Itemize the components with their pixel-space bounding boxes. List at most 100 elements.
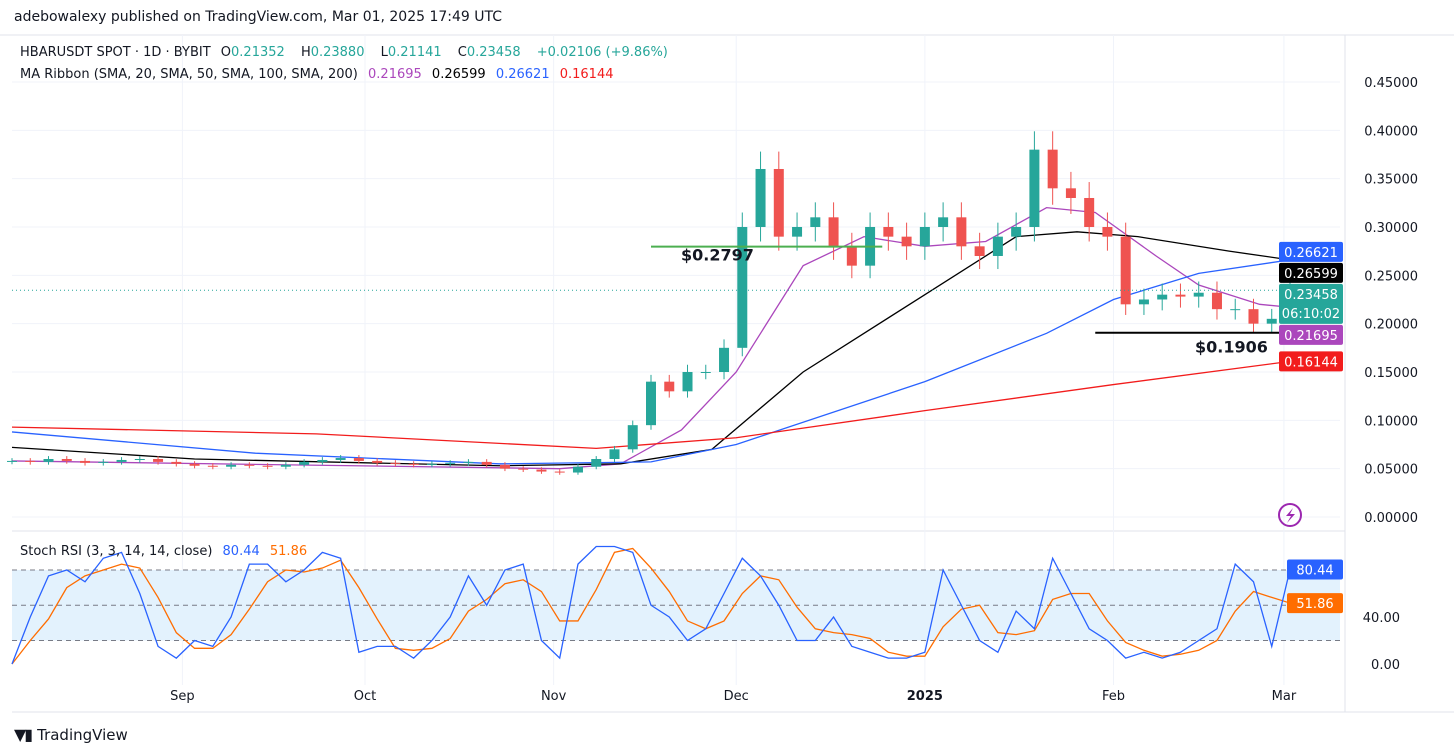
candle bbox=[554, 469, 565, 475]
candle-body bbox=[335, 458, 346, 460]
candle-body bbox=[572, 466, 583, 473]
lightning-icon bbox=[1278, 503, 1302, 527]
candle bbox=[1065, 171, 1076, 214]
price-tag-value: 0.23458 bbox=[1284, 288, 1338, 303]
candle-body bbox=[1084, 197, 1095, 227]
time-tick-label: Oct bbox=[354, 689, 376, 704]
candle-body bbox=[43, 458, 54, 462]
candle bbox=[1084, 182, 1095, 242]
price-tag bbox=[1279, 283, 1343, 324]
low-value: 0.21141 bbox=[387, 45, 442, 60]
price-tag bbox=[1279, 241, 1343, 262]
candle bbox=[646, 374, 656, 430]
price-tick-label: 0.30000 bbox=[1364, 221, 1418, 236]
candle-body bbox=[1266, 318, 1277, 324]
candle bbox=[591, 456, 602, 470]
candle bbox=[299, 459, 310, 468]
candle-body bbox=[919, 226, 930, 247]
time-tick-label: Mar bbox=[1272, 689, 1297, 704]
candle-body bbox=[828, 217, 839, 247]
candle-body bbox=[901, 236, 912, 247]
candle bbox=[61, 456, 72, 464]
candle bbox=[372, 458, 383, 466]
candle-body bbox=[992, 236, 1003, 256]
candle bbox=[116, 457, 127, 465]
stoch-band bbox=[12, 570, 1340, 641]
candle-body bbox=[1011, 226, 1022, 237]
candle-body bbox=[317, 459, 328, 462]
candle bbox=[189, 461, 200, 469]
candle-body bbox=[426, 463, 437, 465]
candle bbox=[1248, 298, 1259, 334]
candle-body bbox=[7, 460, 17, 462]
candle bbox=[262, 463, 273, 470]
candle bbox=[883, 212, 894, 251]
candle-body bbox=[207, 465, 218, 467]
candle-body bbox=[664, 381, 675, 392]
ma-ribbon-title[interactable]: MA Ribbon (SMA, 20, SMA, 50, SMA, 100, S… bbox=[20, 67, 358, 82]
candle bbox=[1029, 131, 1040, 242]
candle bbox=[682, 364, 693, 398]
candle bbox=[664, 374, 675, 398]
rsi-value-tag-label: 51.86 bbox=[1296, 597, 1333, 612]
candle-body bbox=[280, 464, 291, 467]
stoch-d-value: 51.86 bbox=[269, 544, 308, 559]
open-value: 0.21352 bbox=[231, 45, 285, 60]
rsi-tick-label: 40.00 bbox=[1363, 611, 1400, 626]
candle bbox=[1102, 212, 1113, 251]
candle bbox=[134, 456, 145, 463]
candle-body bbox=[1120, 236, 1131, 305]
tradingview-brand: ▼▮ TradingView bbox=[14, 725, 128, 744]
candle-body bbox=[1230, 309, 1241, 311]
candle bbox=[226, 462, 237, 470]
candle bbox=[755, 151, 766, 242]
candle bbox=[938, 202, 949, 242]
candle-body bbox=[938, 217, 949, 227]
time-tick-label: Dec bbox=[724, 689, 749, 704]
candle bbox=[865, 212, 876, 279]
candle-body bbox=[1211, 292, 1222, 310]
candle-body bbox=[25, 460, 36, 462]
high-label: H bbox=[300, 45, 311, 60]
candle bbox=[1211, 281, 1222, 320]
candle bbox=[737, 212, 748, 357]
candle-body bbox=[1138, 299, 1149, 305]
candle-body bbox=[956, 217, 967, 247]
candle-body bbox=[719, 347, 730, 372]
candle-body bbox=[1065, 188, 1076, 198]
symbol-title[interactable]: HBARUSDT SPOT · 1D · BYBIT bbox=[20, 45, 211, 60]
candle-body bbox=[226, 464, 237, 467]
candle-body bbox=[554, 471, 565, 473]
ma-line-sma50 bbox=[11, 231, 1291, 467]
candle bbox=[1157, 283, 1168, 311]
price-tick-label: 0.45000 bbox=[1364, 76, 1418, 91]
candle-body bbox=[1157, 294, 1168, 300]
candle-body bbox=[974, 246, 985, 256]
candle bbox=[463, 459, 474, 466]
candle bbox=[1011, 212, 1022, 251]
candle-body bbox=[627, 425, 638, 450]
candle bbox=[445, 460, 456, 467]
rsi-value-tag bbox=[1287, 593, 1343, 614]
low-label: L bbox=[380, 45, 388, 60]
price-tag bbox=[1279, 351, 1343, 372]
price-tag bbox=[1279, 262, 1343, 283]
change-value: +0.02106 (+9.86%) bbox=[536, 45, 668, 60]
candle-body bbox=[98, 461, 109, 463]
stoch-rsi-title[interactable]: Stoch RSI (3, 3, 14, 14, close) bbox=[20, 544, 213, 559]
time-tick-label: Nov bbox=[541, 689, 567, 704]
candle bbox=[353, 455, 364, 464]
candle-body bbox=[134, 458, 145, 460]
candle-body bbox=[408, 463, 419, 465]
candle bbox=[1193, 281, 1204, 308]
candle-body bbox=[390, 462, 401, 464]
brand-name: TradingView bbox=[37, 725, 128, 744]
candle bbox=[244, 462, 255, 469]
candle-body bbox=[353, 458, 364, 461]
candle-body bbox=[171, 461, 182, 464]
candle bbox=[919, 212, 930, 260]
candle bbox=[992, 222, 1003, 270]
lightning-bolt-icon bbox=[1286, 508, 1295, 523]
price-tag-value: 0.26599 bbox=[1284, 267, 1338, 282]
